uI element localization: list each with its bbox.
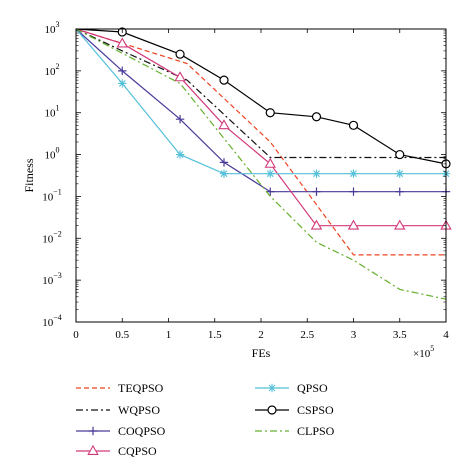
series-line-clpso — [75, 28, 447, 300]
y-tick-label: 100 — [45, 146, 60, 162]
series-line-teqpso — [75, 28, 446, 256]
data-point — [395, 187, 404, 196]
legend-marker — [267, 383, 277, 393]
x-tick-label: 2.5 — [300, 329, 314, 341]
y-tick-exponent: −4 — [53, 313, 62, 322]
series-cspso — [75, 27, 451, 169]
legend-marker — [87, 444, 99, 455]
legend-marker — [267, 405, 277, 415]
x-multiplier-exponent: 5 — [430, 344, 434, 353]
legend-item-clpso: CLPSO — [255, 424, 335, 438]
data-point — [395, 169, 404, 178]
data-point — [349, 187, 358, 196]
series-cqpso — [75, 28, 452, 230]
x-tick-label: 0 — [73, 329, 79, 341]
legend-item-coqpso: COQPSO — [76, 424, 166, 438]
data-point — [175, 49, 185, 59]
x-tick-label: 4 — [443, 329, 449, 341]
plot-frame — [75, 28, 447, 323]
series-clpso — [75, 28, 447, 300]
data-point — [312, 169, 321, 178]
data-point — [266, 169, 275, 178]
y-tick-exponent: −1 — [53, 187, 62, 196]
data-point — [264, 157, 276, 168]
y-tick-label: 101 — [45, 104, 60, 120]
data-point — [310, 219, 323, 230]
y-tick-label: 10−1 — [42, 187, 62, 203]
data-point — [116, 37, 128, 48]
legend-label: QPSO — [297, 381, 328, 395]
data-point — [349, 169, 358, 178]
data-point — [118, 66, 127, 76]
x-tick-label: 3.5 — [393, 329, 407, 341]
y-tick-exponent: 0 — [56, 146, 60, 155]
data-point — [219, 169, 229, 178]
legend-item-cqpso: CQPSO — [76, 444, 157, 458]
x-axis-label: FEs — [252, 346, 271, 360]
x-tick-label: 1 — [166, 329, 172, 341]
series-line-coqpso — [75, 28, 446, 193]
data-point — [395, 149, 405, 160]
data-point — [219, 75, 229, 85]
y-tick-label: 102 — [45, 62, 60, 78]
data-point — [266, 187, 275, 196]
legend-label: WQPSO — [118, 403, 160, 417]
legend-item-qpso: QPSO — [255, 381, 328, 395]
data-point — [265, 108, 275, 118]
y-tick-exponent: 3 — [56, 20, 60, 29]
legend-label: CLPSO — [297, 424, 335, 438]
series-qpso — [75, 28, 451, 178]
data-point — [347, 219, 360, 230]
legend-item-cspso: CSPSO — [255, 403, 334, 417]
y-tick-exponent: −3 — [53, 271, 62, 280]
series-wqpso — [75, 28, 446, 159]
data-point — [219, 158, 229, 167]
data-point — [311, 112, 322, 122]
series-coqpso — [75, 28, 451, 196]
legend-label: COQPSO — [118, 424, 166, 438]
y-tick-exponent: 1 — [56, 104, 60, 113]
data-point — [174, 71, 186, 82]
series-teqpso — [75, 28, 446, 256]
data-point — [218, 119, 230, 130]
y-tick-exponent: −2 — [53, 229, 62, 238]
series-line-wqpso — [75, 28, 446, 159]
data-point — [312, 187, 321, 196]
data-point — [175, 150, 185, 159]
x-tick-label: 3 — [351, 329, 357, 341]
plot-area — [75, 27, 452, 300]
x-tick-label: 2 — [258, 329, 264, 341]
y-tick-label: 10−3 — [42, 271, 62, 287]
legend: TEQPSO WQPSO COQPSO CQPSO QPSO CSPSO CLPSO — [76, 381, 335, 458]
legend-label: TEQPSO — [118, 381, 164, 395]
data-point — [175, 114, 185, 124]
legend-item-teqpso: TEQPSO — [76, 381, 164, 395]
y-tick-label: 10−4 — [42, 313, 62, 329]
y-tick-exponent: 2 — [56, 62, 60, 71]
legend-item-wqpso: WQPSO — [76, 403, 160, 417]
legend-label: CQPSO — [118, 444, 157, 458]
data-point — [394, 219, 406, 230]
axes: 0 0.5 1 1.5 2 2.5 3 3.5 410−410−310−210−11001011… — [22, 20, 449, 360]
data-point — [118, 79, 127, 88]
series-line-qpso — [75, 28, 446, 175]
x-multiplier-label: ×105 — [413, 344, 434, 360]
x-tick-label: 1.5 — [208, 329, 222, 341]
x-tick-label: 0.5 — [115, 329, 129, 341]
data-point — [348, 120, 359, 130]
legend-label: CSPSO — [297, 403, 334, 417]
y-tick-label: 103 — [45, 20, 60, 36]
legend-marker — [88, 426, 98, 436]
y-tick-label: 10−2 — [42, 229, 62, 245]
y-axis-label: Fitness — [22, 158, 36, 192]
